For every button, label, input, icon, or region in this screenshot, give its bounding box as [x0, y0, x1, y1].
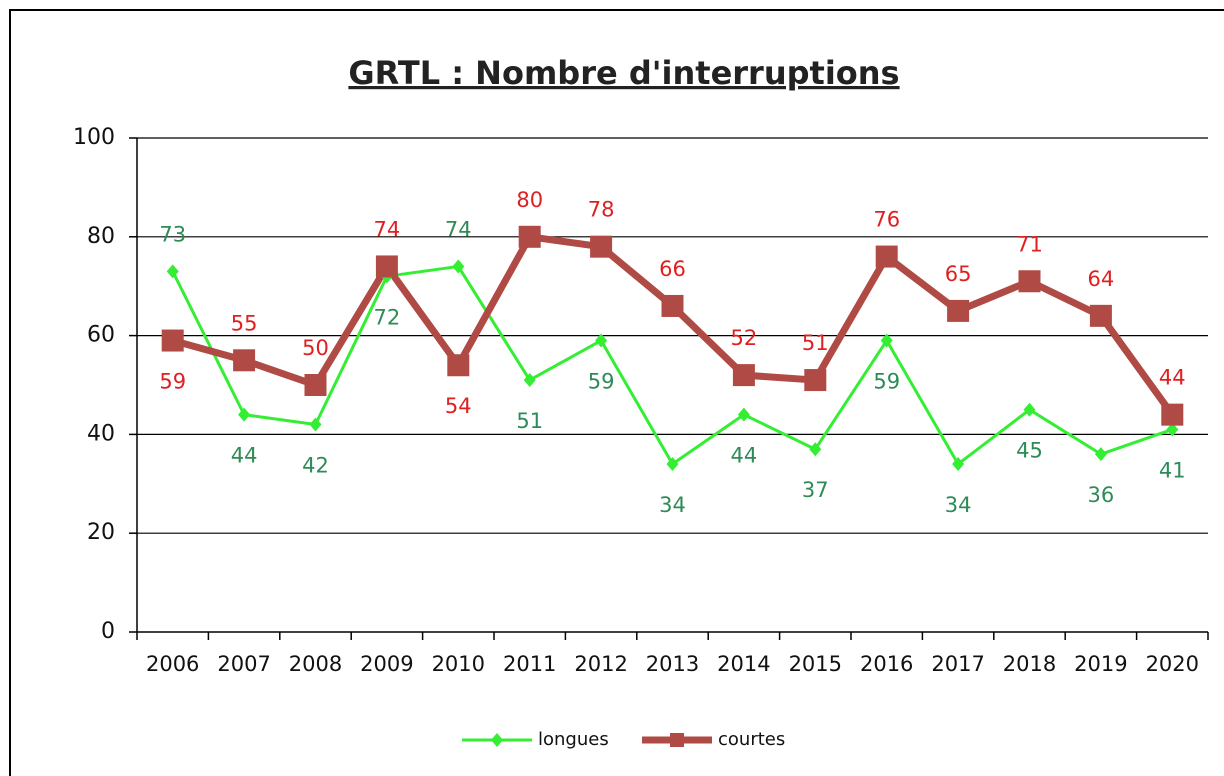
data-label: 34 [945, 493, 972, 517]
x-tick-label: 2008 [289, 652, 342, 676]
data-label: 37 [802, 478, 829, 502]
data-label: 51 [516, 409, 543, 433]
y-tick-label: 40 [87, 421, 115, 446]
y-tick-label: 0 [101, 619, 115, 644]
x-tick-label: 2011 [503, 652, 556, 676]
chart-title: GRTL : Nombre d'interruptions [348, 54, 899, 92]
x-tick-label: 2006 [146, 652, 199, 676]
data-label: 44 [731, 444, 758, 468]
marker [732, 364, 755, 387]
data-label: 80 [516, 188, 543, 212]
marker [523, 373, 536, 388]
data-label: 44 [1159, 366, 1186, 390]
marker [1089, 304, 1112, 327]
marker [804, 369, 827, 392]
marker [666, 457, 679, 472]
marker [161, 329, 184, 352]
marker [661, 294, 684, 317]
data-label: 59 [588, 370, 615, 394]
marker [304, 374, 327, 396]
marker [452, 259, 465, 274]
marker [238, 407, 251, 422]
data-label: 71 [1016, 232, 1043, 256]
data-label: 52 [731, 326, 758, 350]
x-tick-label: 2014 [717, 652, 770, 676]
x-tick-label: 2013 [646, 652, 699, 676]
data-label: 42 [302, 454, 329, 478]
marker [809, 442, 822, 457]
x-tick-label: 2007 [217, 652, 270, 676]
data-label: 66 [659, 257, 686, 281]
marker [1018, 270, 1041, 293]
marker [875, 245, 898, 268]
data-label: 51 [802, 331, 829, 355]
marker [1094, 447, 1107, 462]
data-label: 74 [374, 217, 401, 241]
x-tick-label: 2018 [1003, 652, 1056, 676]
marker [1023, 402, 1036, 417]
legend-label: longues [538, 729, 609, 750]
x-tick-label: 2012 [574, 652, 627, 676]
legend-marker [491, 733, 503, 747]
marker [447, 354, 470, 377]
marker [595, 333, 608, 348]
data-label: 34 [659, 493, 686, 517]
x-tick-label: 2015 [789, 652, 842, 676]
data-label: 65 [945, 262, 972, 286]
marker [737, 407, 750, 422]
data-label: 59 [159, 370, 186, 394]
data-label: 73 [159, 222, 186, 246]
marker [1166, 422, 1179, 437]
data-label: 36 [1088, 483, 1115, 507]
data-label: 55 [231, 311, 258, 335]
data-label: 72 [374, 305, 401, 329]
marker [590, 235, 613, 258]
data-label: 76 [873, 208, 900, 232]
data-label: 64 [1088, 267, 1115, 291]
x-tick-label: 2009 [360, 652, 413, 676]
marker [952, 457, 965, 472]
marker [518, 225, 541, 248]
marker [947, 299, 970, 322]
y-tick-label: 80 [87, 224, 115, 249]
data-label: 50 [302, 336, 329, 360]
marker [880, 333, 893, 348]
x-tick-label: 2020 [1146, 652, 1199, 676]
marker [309, 417, 322, 432]
data-label: 44 [231, 444, 258, 468]
data-label: 41 [1159, 458, 1186, 482]
data-label: 54 [445, 394, 472, 418]
marker [1161, 403, 1184, 426]
y-tick-label: 100 [73, 125, 115, 150]
x-tick-label: 2016 [860, 652, 913, 676]
marker [166, 264, 179, 279]
y-tick-label: 20 [87, 520, 115, 545]
legend-label: courtes [718, 729, 785, 750]
marker [233, 349, 256, 372]
data-label: 78 [588, 198, 615, 222]
marker [375, 255, 398, 278]
x-tick-label: 2019 [1074, 652, 1127, 676]
data-label: 45 [1016, 439, 1043, 463]
y-tick-label: 60 [87, 323, 115, 348]
x-tick-label: 2017 [931, 652, 984, 676]
legend-marker [670, 733, 684, 747]
data-label: 74 [445, 217, 472, 241]
data-label: 59 [873, 370, 900, 394]
x-tick-label: 2010 [432, 652, 485, 676]
